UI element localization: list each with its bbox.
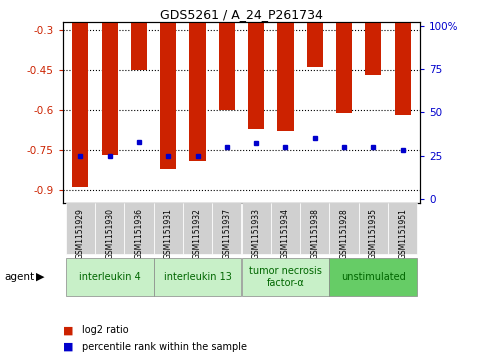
Bar (329, 203, 359, 254)
Bar (242, 203, 271, 254)
Text: GSM1151937: GSM1151937 (222, 208, 231, 259)
Bar (277, 0, 294, 131)
Text: tumor necrosis
factor-α: tumor necrosis factor-α (249, 266, 322, 287)
Bar (124, 203, 154, 254)
Text: percentile rank within the sample: percentile rank within the sample (82, 342, 247, 352)
Bar (329, 258, 417, 296)
Bar (212, 203, 242, 254)
Title: GDS5261 / A_24_P261734: GDS5261 / A_24_P261734 (160, 8, 323, 21)
Text: interleukin 4: interleukin 4 (79, 272, 141, 282)
Text: unstimulated: unstimulated (341, 272, 406, 282)
Text: ■: ■ (63, 342, 73, 352)
Bar (359, 203, 388, 254)
Bar (395, 0, 411, 115)
Text: GSM1151951: GSM1151951 (398, 208, 407, 259)
Bar (66, 258, 154, 296)
Bar (365, 0, 382, 75)
Text: GSM1151936: GSM1151936 (134, 208, 143, 259)
Text: GSM1151938: GSM1151938 (310, 208, 319, 259)
Text: GSM1151933: GSM1151933 (252, 208, 261, 259)
Text: GSM1151931: GSM1151931 (164, 208, 173, 259)
Text: GSM1151934: GSM1151934 (281, 208, 290, 259)
Bar (248, 0, 264, 129)
Text: agent: agent (5, 272, 35, 282)
Text: ▶: ▶ (36, 272, 45, 282)
Text: GSM1151932: GSM1151932 (193, 208, 202, 259)
Bar (307, 0, 323, 67)
Bar (160, 0, 176, 168)
Bar (101, 0, 118, 155)
Text: GSM1151929: GSM1151929 (76, 208, 85, 259)
Bar (131, 0, 147, 70)
Bar (242, 258, 329, 296)
Text: ■: ■ (63, 325, 73, 335)
Bar (388, 203, 417, 254)
Bar (154, 203, 183, 254)
Text: interleukin 13: interleukin 13 (164, 272, 231, 282)
Bar (219, 0, 235, 110)
Bar (271, 203, 300, 254)
Bar (189, 0, 206, 160)
Bar (154, 258, 242, 296)
Text: log2 ratio: log2 ratio (82, 325, 129, 335)
Bar (66, 203, 95, 254)
Bar (336, 0, 352, 113)
Text: GSM1151930: GSM1151930 (105, 208, 114, 259)
Bar (95, 203, 124, 254)
Text: GSM1151928: GSM1151928 (340, 208, 349, 259)
Bar (72, 0, 88, 187)
Text: GSM1151935: GSM1151935 (369, 208, 378, 259)
Bar (300, 203, 329, 254)
Bar (183, 203, 212, 254)
